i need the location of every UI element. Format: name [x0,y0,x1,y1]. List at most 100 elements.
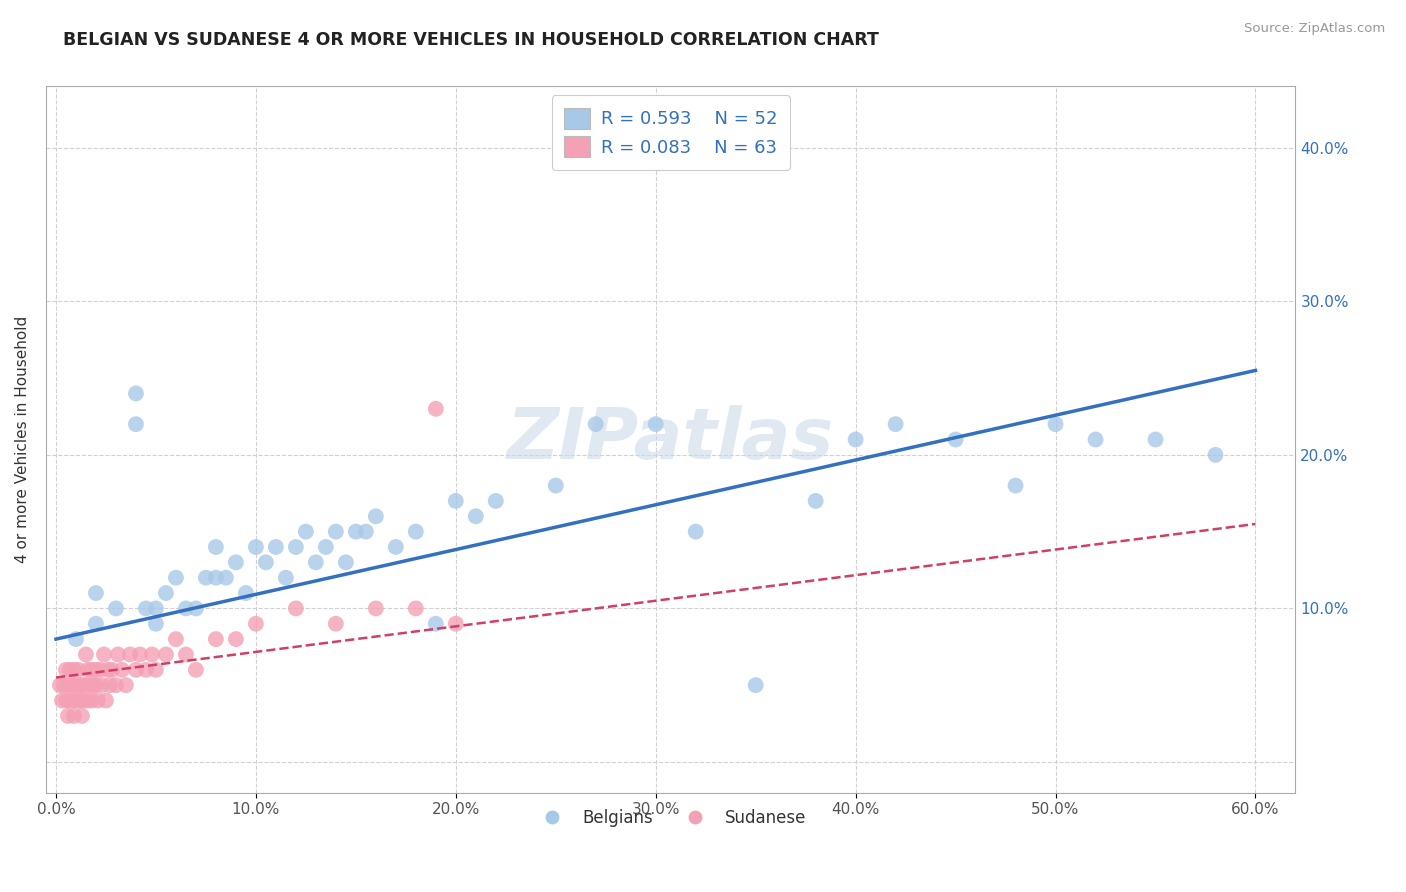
Point [77,663,100,677]
Point [101,663,124,677]
Point [69,693,91,707]
Y-axis label: 4 or more Vehicles in Household: 4 or more Vehicles in Household [15,316,30,563]
Point [49,678,72,692]
Point [225,555,247,569]
Point [75,678,97,692]
Point [245,616,267,631]
Point [444,494,467,508]
Point [354,524,377,539]
Point [205,632,228,646]
Point [544,478,567,492]
Point [744,678,766,692]
Text: BELGIAN VS SUDANESE 4 OR MORE VEHICLES IN HOUSEHOLD CORRELATION CHART: BELGIAN VS SUDANESE 4 OR MORE VEHICLES I… [63,31,879,49]
Point [155,586,177,600]
Point [1144,433,1167,447]
Point [118,648,141,662]
Point [485,494,508,508]
Point [235,586,257,600]
Point [184,663,207,677]
Point [945,433,967,447]
Point [60,693,83,707]
Point [264,540,287,554]
Point [55,693,77,707]
Point [94,693,117,707]
Point [80,693,103,707]
Point [73,693,96,707]
Point [91,678,114,692]
Point [385,540,408,554]
Point [93,648,115,662]
Point [174,648,197,662]
Point [125,386,148,401]
Point [165,571,187,585]
Point [1045,417,1067,432]
Point [274,571,297,585]
Point [69,678,91,692]
Point [225,632,247,646]
Point [184,601,207,615]
Point [83,678,105,692]
Point [56,709,79,723]
Point [65,678,87,692]
Point [295,524,318,539]
Point [60,678,83,692]
Point [125,417,148,432]
Point [155,648,177,662]
Point [65,632,87,646]
Point [315,540,337,554]
Point [135,663,157,677]
Point [364,509,387,524]
Point [66,693,89,707]
Point [205,540,228,554]
Point [59,663,82,677]
Point [284,540,307,554]
Point [145,616,167,631]
Point [77,693,100,707]
Point [325,616,347,631]
Text: Source: ZipAtlas.com: Source: ZipAtlas.com [1244,22,1385,36]
Point [305,555,328,569]
Point [284,601,307,615]
Point [63,709,86,723]
Point [804,494,827,508]
Point [165,632,187,646]
Point [1205,448,1227,462]
Point [464,509,486,524]
Point [444,616,467,631]
Text: ZIPatlas: ZIPatlas [508,405,834,474]
Point [1004,478,1026,492]
Point [215,571,238,585]
Point [405,601,427,615]
Point [884,417,907,432]
Point [125,663,148,677]
Point [107,648,129,662]
Point [79,678,101,692]
Point [63,663,86,677]
Point [1084,433,1107,447]
Point [129,648,152,662]
Point [205,571,228,585]
Point [364,601,387,615]
Point [174,601,197,615]
Point [70,709,93,723]
Point [335,555,357,569]
Point [845,433,868,447]
Point [111,663,134,677]
Point [104,601,127,615]
Point [84,678,107,692]
Point [145,601,167,615]
Point [405,524,427,539]
Point [65,693,87,707]
Point [115,678,138,692]
Point [89,663,111,677]
Point [97,663,120,677]
Point [254,555,277,569]
Point [104,678,127,692]
Point [55,663,77,677]
Point [70,678,93,692]
Point [98,678,121,692]
Point [84,586,107,600]
Point [245,540,267,554]
Point [80,663,103,677]
Point [51,693,73,707]
